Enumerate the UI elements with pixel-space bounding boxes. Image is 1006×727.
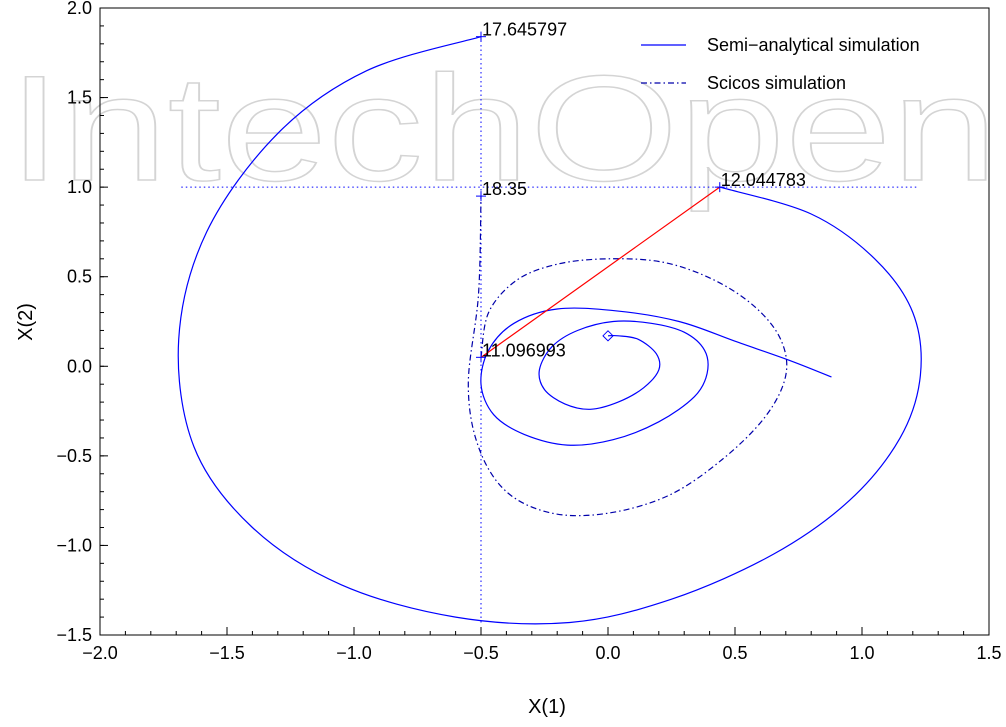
x-tick-label: −0.5: [463, 643, 499, 663]
x-tick-label: −1.0: [336, 643, 372, 663]
y-tick-label: 2.0: [67, 0, 92, 18]
x-tick-label: 0.0: [595, 643, 620, 663]
series-semi-analytical-spiral: [480, 307, 832, 446]
y-tick-label: −1.5: [56, 625, 92, 645]
y-tick-label: 1.5: [67, 88, 92, 108]
x-tick-label: −1.5: [209, 643, 245, 663]
plot-frame: [99, 7, 990, 636]
legend-label-semi-analytical: Semi−analytical simulation: [707, 35, 920, 55]
x-tick-label: 0.5: [722, 643, 747, 663]
series-scicos: [467, 196, 788, 517]
red-connector-line: [480, 186, 721, 358]
y-tick-label: 1.0: [67, 177, 92, 197]
y-tick-label: 0.5: [67, 267, 92, 287]
annotation-label: 12.044783: [721, 170, 806, 190]
annotation-label: 11.096993: [482, 340, 566, 360]
x-axis-title: X(1): [528, 696, 566, 718]
annotation-label: 17.645797: [482, 20, 567, 40]
y-axis-title: X(2): [15, 303, 37, 341]
legend: Semi−analytical simulation Scicos simula…: [641, 35, 920, 93]
x-tick-label: 1.5: [976, 643, 1001, 663]
annotation-label: 18.35: [482, 179, 527, 199]
ticks: −2.0 −1.5 −1.0 −0.5 0.0 0.5 1.0 1.5−1.5−1.0−0.5…: [56, 0, 1001, 663]
watermark-text: IntechOpen: [8, 44, 998, 212]
x-tick-label: −2.0: [82, 643, 118, 663]
y-tick-label: 0.0: [67, 356, 92, 376]
y-tick-label: −0.5: [56, 446, 92, 466]
series-semi-analytical-outer-arc: [177, 36, 922, 625]
reference-lines: [181, 36, 918, 623]
legend-label-scicos: Scicos simulation: [707, 73, 846, 93]
y-tick-label: −1.0: [56, 535, 92, 555]
curves: [177, 36, 922, 625]
start-diamond-marker: [602, 330, 614, 342]
x-tick-label: 1.0: [849, 643, 874, 663]
markers: 17.645797 18.35 12.044783 11.096993: [476, 20, 806, 363]
